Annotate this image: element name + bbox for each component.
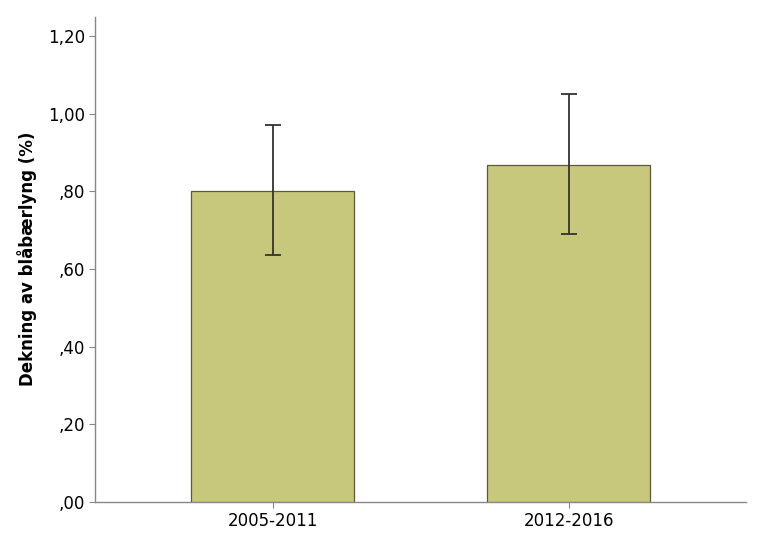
Bar (192, 191, 354, 502)
Y-axis label: Dekning av blåbærlyng (%): Dekning av blåbærlyng (%) (17, 132, 37, 387)
Bar (488, 165, 650, 502)
